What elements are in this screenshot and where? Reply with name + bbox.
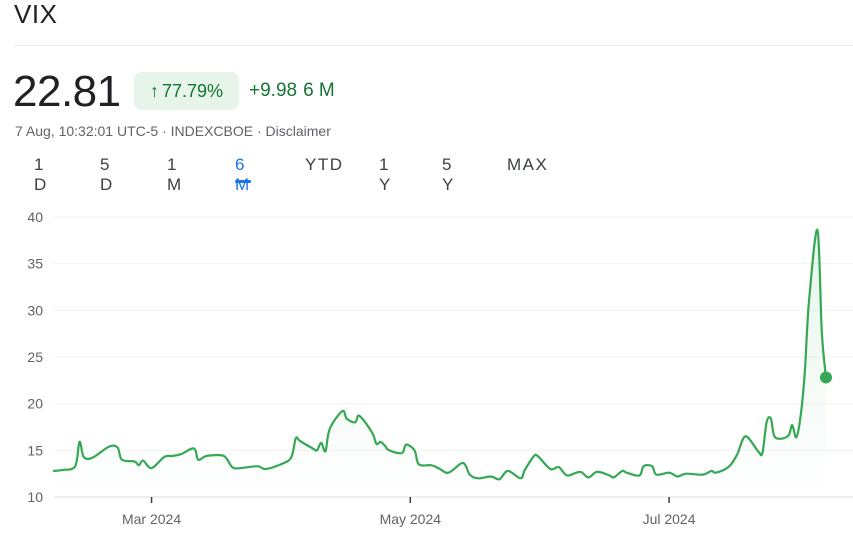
tab-1d[interactable]: 1 D xyxy=(34,155,48,194)
change-value: +9.98 xyxy=(249,80,298,101)
x-axis: Mar 2024 May 2024 Jul 2024 xyxy=(122,497,696,527)
x-tick-label: Mar 2024 xyxy=(122,511,181,527)
price-line xyxy=(52,228,828,481)
current-price: 22.81 xyxy=(13,67,121,116)
y-tick-label: 25 xyxy=(27,349,43,365)
y-tick-label: 10 xyxy=(27,489,43,505)
arrow-up-icon: ↑ xyxy=(149,81,159,101)
x-tick-label: May 2024 xyxy=(380,511,442,527)
quote-meta: 7 Aug, 10:32:01 UTC-5 · INDEXCBOE · Disc… xyxy=(15,123,331,139)
price-chart[interactable]: 10 15 20 25 30 35 40 Mar 2024 May 2024 Jul 2024 xyxy=(0,195,853,540)
change-percent: 77.79% xyxy=(161,81,224,101)
price-area-fill xyxy=(54,229,826,497)
y-axis-labels: 10 15 20 25 30 35 40 xyxy=(27,209,43,505)
y-tick-label: 20 xyxy=(27,396,43,412)
y-tick-label: 35 xyxy=(27,256,43,272)
timestamp-source: 7 Aug, 10:32:01 UTC-5 · INDEXCBOE · xyxy=(15,123,266,139)
y-tick-label: 15 xyxy=(27,442,43,458)
disclaimer-link[interactable]: Disclaimer xyxy=(265,123,331,139)
current-price-dot xyxy=(820,371,832,384)
x-tick-label: Jul 2024 xyxy=(643,511,696,527)
active-tab-underline xyxy=(235,180,251,183)
tab-max[interactable]: MAX xyxy=(507,155,549,174)
tab-1y[interactable]: 1 Y xyxy=(379,155,392,194)
tab-5y[interactable]: 5 Y xyxy=(442,155,455,194)
tab-6m[interactable]: 6 M xyxy=(235,155,251,194)
page-title: VIX xyxy=(14,0,58,29)
change-summary: +9.98 6 M xyxy=(249,80,335,102)
tab-ytd[interactable]: YTD xyxy=(305,155,344,174)
tab-5d[interactable]: 5 D xyxy=(100,155,114,194)
y-tick-label: 40 xyxy=(27,209,43,225)
change-percent-badge: ↑ 77.79% xyxy=(134,72,239,110)
header-divider xyxy=(14,45,853,46)
change-period: 6 M xyxy=(303,80,335,101)
tab-1m[interactable]: 1 M xyxy=(167,155,183,194)
y-tick-label: 30 xyxy=(27,302,43,318)
